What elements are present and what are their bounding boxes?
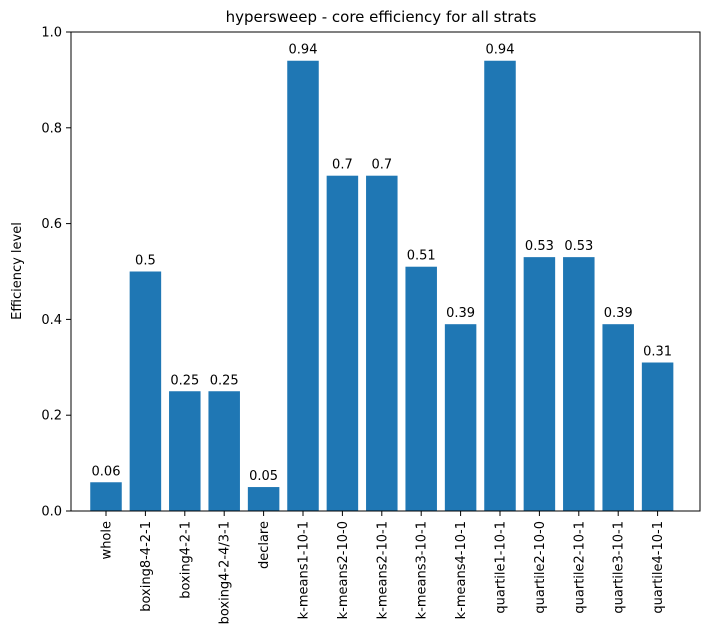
bar [563, 257, 595, 511]
chart-title: hypersweep - core efficiency for all str… [226, 8, 537, 26]
x-tick-label: k-means1-10-1 [297, 521, 312, 619]
bar [287, 60, 319, 512]
bar-value-label: 0.53 [564, 239, 593, 254]
bar-value-label: 0.5 [135, 254, 156, 269]
bar [90, 482, 122, 511]
bar [326, 175, 359, 511]
bar-value-label: 0.7 [332, 158, 353, 173]
bar-data-labels: 0.06 0.5 0.25 0.25 0.05 0.94 0.7 0.7 0.51 0.39 0.9… [92, 43, 673, 484]
bar-value-label: 0.51 [407, 249, 436, 264]
bar [641, 362, 674, 511]
bar [208, 391, 240, 511]
y-axis-label: Efficiency level [10, 222, 25, 320]
x-tick-label: k-means3-10-1 [415, 521, 430, 619]
y-tick-label: 0.6 [41, 217, 62, 232]
bar [444, 324, 477, 511]
bars-group [90, 60, 674, 512]
y-tick-label: 1.0 [41, 26, 62, 41]
x-tick-label: k-means2-10-1 [375, 521, 390, 619]
plot-frame [70, 31, 701, 512]
bar-value-label: 0.25 [210, 373, 239, 388]
x-tick-label: declare [257, 521, 272, 569]
bar [484, 60, 516, 512]
x-tick-label: boxing4-2-4/3-1 [218, 521, 233, 624]
x-tick-label: quartile1-10-1 [494, 521, 509, 614]
bar [247, 487, 280, 511]
y-tick-label: 0.0 [41, 505, 62, 520]
bar-value-label: 0.94 [289, 43, 318, 58]
bar [405, 266, 437, 511]
x-tick-label: quartile4-10-1 [651, 521, 666, 614]
x-axis-ticks: whole boxing8-4-2-1 boxing4-2-1 boxing4-2-4… [100, 511, 666, 624]
x-tick-label: boxing4-2-1 [178, 521, 193, 599]
bar [366, 175, 398, 511]
bar [523, 257, 556, 511]
bar [602, 324, 634, 511]
bar-value-label: 0.31 [643, 345, 672, 360]
x-tick-label: boxing8-4-2-1 [139, 521, 154, 612]
bar-value-label: 0.53 [525, 239, 554, 254]
bar [129, 271, 162, 511]
y-tick-label: 0.2 [41, 409, 62, 424]
bar-value-label: 0.05 [249, 469, 278, 484]
bar-value-label: 0.06 [92, 464, 121, 479]
bar-value-label: 0.39 [604, 306, 633, 321]
x-tick-label: quartile2-10-0 [533, 521, 548, 614]
x-tick-label: k-means4-10-1 [454, 521, 469, 619]
x-tick-label: k-means2-10-0 [336, 521, 351, 619]
y-axis-ticks: 0.0 0.2 0.4 0.6 0.8 1.0 [41, 26, 71, 520]
bar-value-label: 0.25 [170, 373, 199, 388]
y-tick-label: 0.8 [41, 121, 62, 136]
bar-value-label: 0.94 [486, 43, 515, 58]
x-tick-label: quartile3-10-1 [612, 521, 627, 614]
bar [169, 391, 201, 511]
bar-value-label: 0.7 [371, 158, 392, 173]
y-tick-label: 0.4 [41, 313, 62, 328]
bar-value-label: 0.39 [446, 306, 475, 321]
x-tick-label: whole [100, 521, 115, 559]
x-tick-label: quartile2-10-1 [572, 521, 587, 614]
